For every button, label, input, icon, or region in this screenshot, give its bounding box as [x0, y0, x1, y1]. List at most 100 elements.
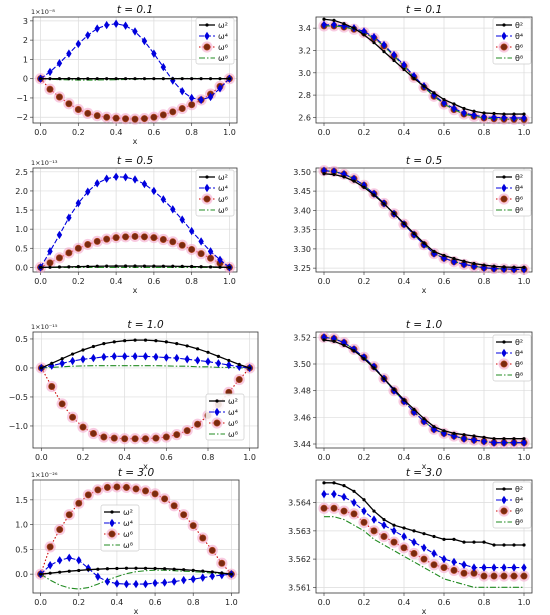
series-line: [324, 25, 525, 120]
data-point: [57, 77, 62, 81]
data-point: [85, 187, 91, 196]
data-point: [206, 350, 210, 354]
data-point: [217, 84, 223, 93]
legend: θ² θ⁴ θ⁶ θ⁸: [492, 17, 532, 65]
data-point: [132, 27, 138, 36]
axes-frame: [32, 479, 240, 594]
x-tick-label: 0.8: [478, 277, 491, 286]
data-point: [500, 572, 508, 580]
data-point: [191, 568, 195, 572]
x-tick-label: 0.4: [110, 128, 123, 137]
legend-entry: θ²: [515, 173, 523, 182]
subplot-title: t = 3.0: [118, 467, 155, 479]
data-point: [471, 435, 477, 445]
axes-frame: [32, 167, 238, 273]
data-point: [190, 574, 196, 584]
series-k4: [37, 553, 235, 589]
offset-label: 1×10⁻²⁶: [31, 471, 58, 479]
data-point: [471, 563, 477, 572]
data-point: [512, 265, 516, 269]
data-point: [227, 358, 231, 363]
data-point: [402, 526, 406, 530]
x-axis-label: x: [133, 137, 138, 146]
series-k8: [40, 569, 232, 590]
data-point: [151, 49, 157, 58]
data-point: [248, 366, 252, 370]
data-point: [163, 567, 167, 571]
legend: θ² θ⁴ θ⁶ θ⁸: [492, 334, 532, 382]
y-tick-label: 3.563: [288, 527, 311, 536]
data-point: [512, 437, 516, 441]
y-tick-label: 3.562: [288, 555, 311, 564]
x-tick-label: 0.2: [358, 598, 371, 607]
x-tick-label: 0.6: [438, 128, 451, 137]
offset-label: 1×10⁻¹³: [31, 159, 58, 167]
x-tick-label: 0.8: [185, 277, 198, 286]
x-tick-label: 1.0: [223, 277, 236, 286]
data-point: [481, 437, 487, 446]
data-point: [103, 174, 110, 183]
data-point: [521, 563, 527, 572]
data-point: [66, 49, 72, 58]
data-point: [332, 339, 336, 343]
x-tick-label: 0.4: [398, 277, 411, 286]
data-point: [492, 111, 496, 116]
data-point: [114, 264, 118, 268]
data-point: [360, 518, 368, 526]
data-point: [227, 265, 232, 270]
data-point: [501, 438, 507, 447]
data-point: [188, 245, 196, 253]
legend-marker: [501, 31, 507, 41]
data-point: [190, 77, 194, 81]
data-point: [209, 571, 215, 581]
data-point: [491, 563, 497, 572]
y-tick-label: 0: [23, 75, 28, 84]
data-point: [215, 359, 222, 368]
subplot-title: t = 0.5: [117, 155, 154, 167]
y-tick-label: −1: [16, 94, 28, 103]
data-point: [380, 532, 388, 540]
data-point: [114, 77, 118, 81]
x-tick-label: 0.0: [34, 598, 47, 607]
data-point: [131, 115, 139, 123]
data-point: [131, 435, 139, 443]
data-point: [142, 352, 149, 361]
data-point: [342, 22, 346, 26]
data-point: [94, 486, 102, 494]
y-tick-label: 3.35: [293, 226, 311, 235]
data-point: [169, 108, 177, 116]
data-point: [442, 537, 446, 541]
data-point: [462, 540, 466, 544]
data-point: [55, 254, 63, 262]
series-k2: [322, 17, 526, 116]
data-point: [154, 339, 158, 343]
legend-entry: θ⁶: [515, 43, 523, 52]
legend-entry: θ⁶: [515, 195, 523, 204]
data-point: [340, 507, 348, 515]
data-point: [121, 435, 129, 443]
data-point: [391, 526, 397, 536]
data-point: [67, 569, 71, 573]
data-point: [48, 77, 52, 81]
legend-marker: [500, 507, 508, 515]
data-point: [351, 174, 357, 183]
data-point: [462, 433, 466, 437]
subplot-title: t = 0.1: [406, 4, 442, 16]
x-axis-label: x: [422, 462, 427, 471]
data-point: [410, 549, 418, 557]
data-point: [352, 349, 356, 353]
data-point: [226, 360, 232, 370]
data-point: [93, 112, 101, 120]
y-tick-label: 2.5: [15, 168, 28, 177]
legend-frame: [195, 17, 235, 65]
x-tick-label: 0.8: [202, 453, 215, 462]
data-point: [38, 265, 43, 270]
data-point: [382, 517, 386, 522]
legend-entry: θ⁶: [515, 507, 523, 516]
data-point: [321, 166, 327, 175]
x-tick-label: 0.6: [438, 277, 451, 286]
data-point: [46, 543, 54, 551]
data-point: [111, 352, 117, 361]
data-point: [178, 105, 186, 113]
data-point: [392, 523, 396, 527]
